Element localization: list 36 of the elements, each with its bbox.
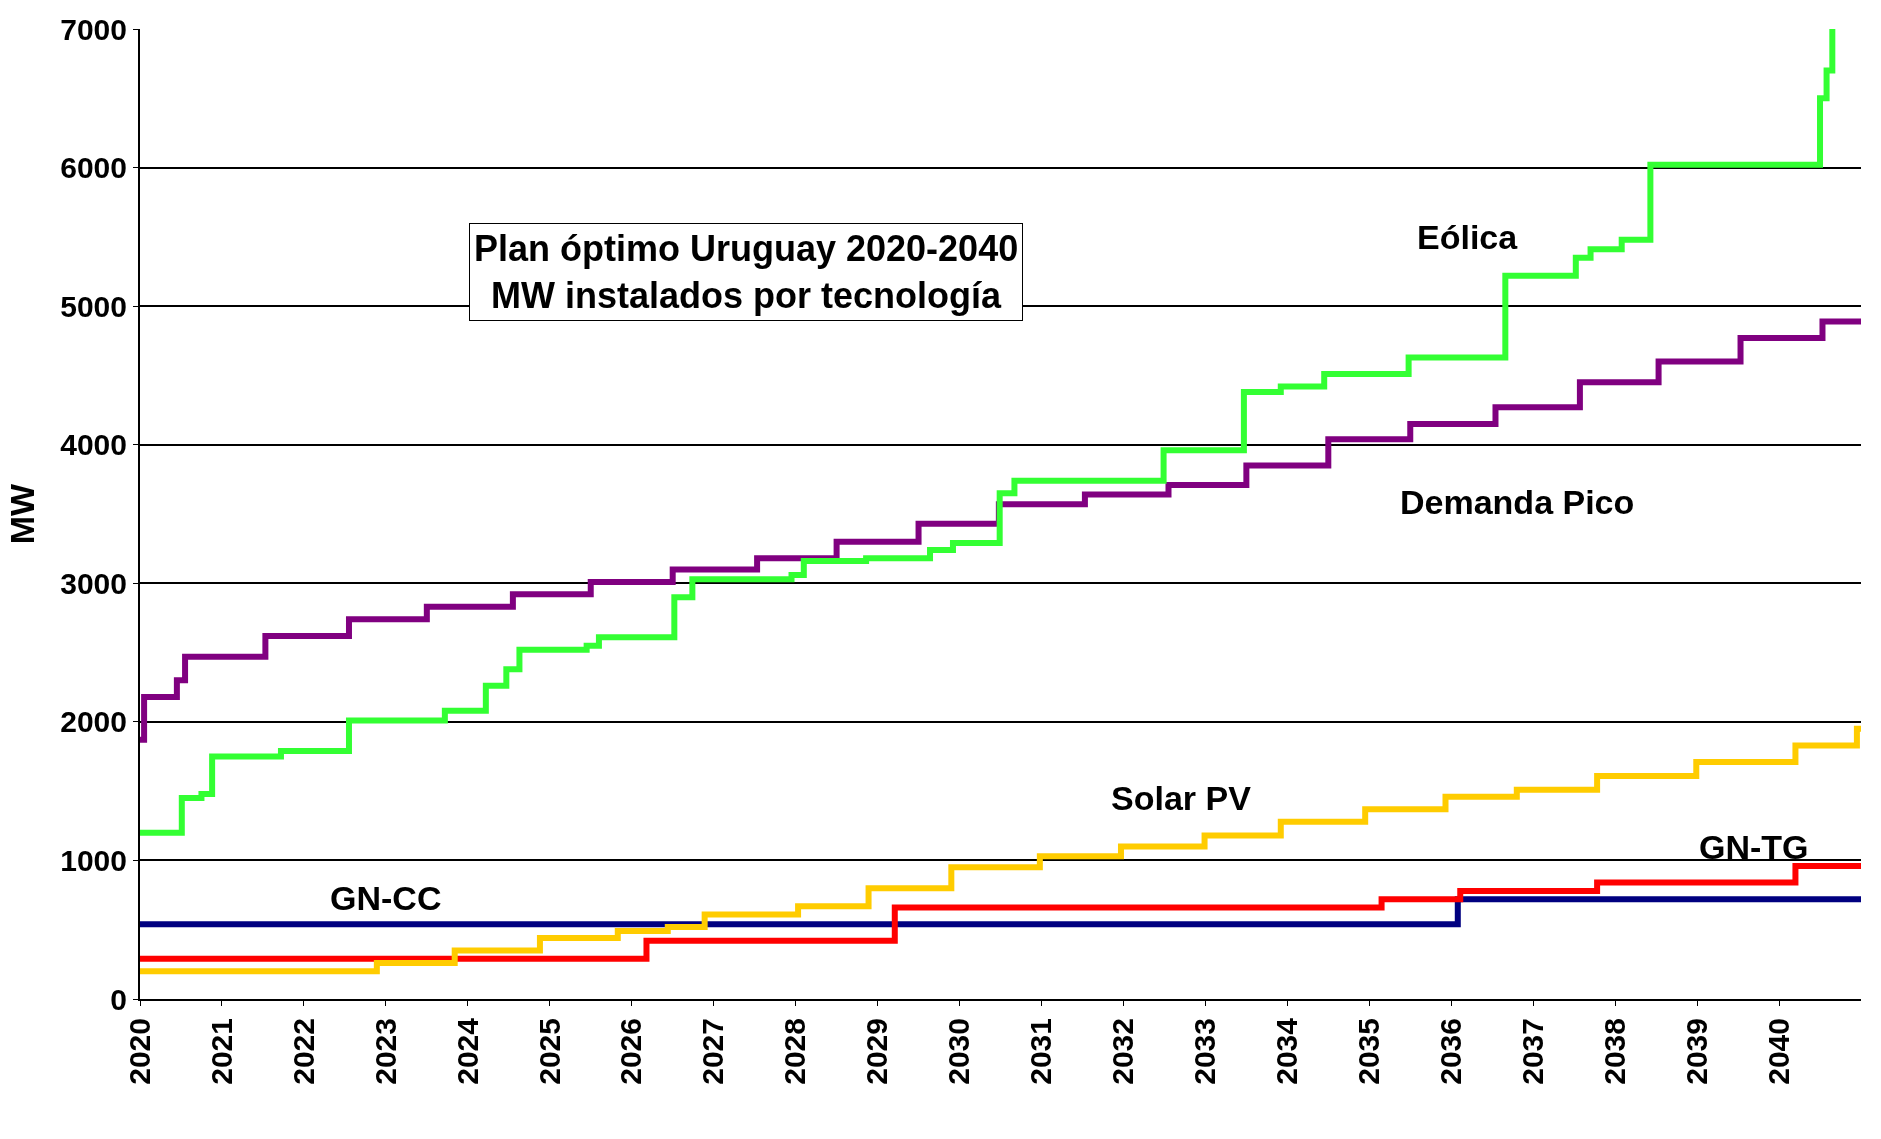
y-tick-label: 3000 bbox=[60, 566, 127, 600]
x-tick-label: 2038 bbox=[1597, 1018, 1631, 1085]
series-label: Demanda Pico bbox=[1400, 483, 1635, 521]
x-tick-label: 2040 bbox=[1761, 1018, 1795, 1085]
x-tick-label: 2030 bbox=[942, 1018, 976, 1085]
x-tick-label: 2021 bbox=[204, 1018, 238, 1085]
x-tick-label: 2033 bbox=[1188, 1018, 1222, 1085]
x-tick-label: 2022 bbox=[286, 1018, 320, 1085]
series-label: GN-CC bbox=[330, 879, 442, 917]
y-axis-title: MW bbox=[3, 482, 42, 545]
x-tick-label: 2035 bbox=[1352, 1018, 1386, 1085]
y-tick-label: 0 bbox=[110, 982, 127, 1016]
y-tick-label: 4000 bbox=[60, 428, 127, 462]
x-tick-label: 2025 bbox=[532, 1018, 566, 1085]
y-tick-label: 6000 bbox=[60, 151, 127, 185]
x-tick-label: 2036 bbox=[1433, 1018, 1467, 1085]
x-tick-label: 2027 bbox=[696, 1018, 730, 1085]
x-tick-label: 2034 bbox=[1270, 1017, 1304, 1085]
y-tick-label: 7000 bbox=[60, 12, 127, 46]
x-tick-label: 2028 bbox=[778, 1018, 812, 1085]
x-tick-label: 2029 bbox=[860, 1018, 894, 1085]
x-tick-label: 2032 bbox=[1106, 1018, 1140, 1085]
series-label: Solar PV bbox=[1111, 779, 1252, 817]
text: Plan óptimo Uruguay 2020-2040 MW instalados por tecnología bbox=[474, 228, 1019, 316]
x-tick-label: 2020 bbox=[122, 1018, 156, 1085]
x-tick-label: 2031 bbox=[1024, 1018, 1058, 1085]
y-tick-label: 1000 bbox=[60, 843, 127, 877]
series-label: GN-TG bbox=[1699, 828, 1809, 866]
x-tick-label: 2039 bbox=[1679, 1018, 1713, 1085]
series-label: Eólica bbox=[1417, 218, 1519, 256]
x-tick-label: 2037 bbox=[1515, 1018, 1549, 1085]
x-tick-label: 2024 bbox=[450, 1017, 484, 1085]
y-tick-label: 5000 bbox=[60, 289, 127, 323]
x-tick-label: 2023 bbox=[368, 1018, 402, 1085]
x-tick-label: 2026 bbox=[614, 1018, 648, 1085]
y-tick-label: 2000 bbox=[60, 705, 127, 739]
